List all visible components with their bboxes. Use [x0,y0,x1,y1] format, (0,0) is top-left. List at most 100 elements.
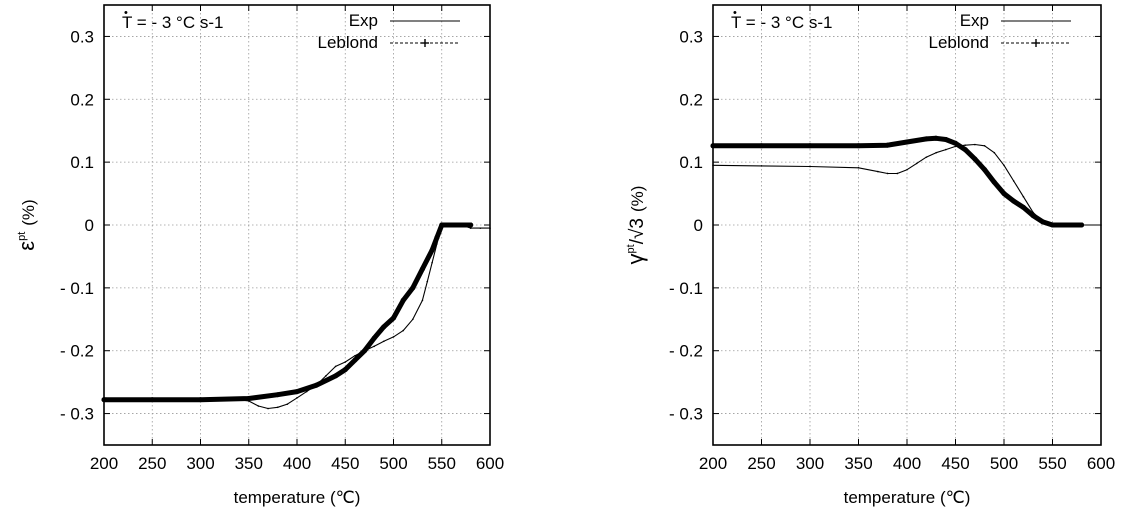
chart1-xtick-label: 600 [476,454,504,473]
chart2-series-exp-line [712,143,1101,226]
chart2-series-leblond-point [1040,219,1046,225]
chart2-series-exp-point [945,148,947,151]
chart2-series-exp-point [877,170,879,173]
chart2-series-leblond-point [991,179,997,185]
chart1-legend-label-exp: Exp [349,11,378,30]
chart2-tick-marks [712,5,1102,445]
chart1-series-leblond-point [294,389,300,395]
chart2-series-exp-point [857,167,860,169]
chart2-series-exp-point [896,172,899,175]
chart1-series-exp-point [412,318,414,321]
chart1-series-leblond-point [381,324,387,330]
chart2-series-exp-point [886,172,889,175]
chart2-ylabel-units: (%) [628,186,647,212]
chart2-series-leblond-point [1079,222,1085,228]
chart1-series-leblond-point [198,397,203,403]
chart1-series-leblond-point [391,315,396,321]
chart1-ylabel-symbol: ε [14,241,39,251]
chart1-series-exp-point [421,299,424,302]
chart2-series-leblond-point [1059,222,1065,228]
chart2-series-exp-point [964,144,966,146]
chart2-series-leblond-point [933,135,939,141]
chart1-ytick-label: 0.1 [70,153,94,172]
chart2-series-leblond-point [1069,222,1075,228]
chart2-xtick-label: 450 [941,454,969,473]
chart2-ylabel: γpt/√3 (%) [623,186,648,265]
chart2-xtick-label: 400 [893,454,921,473]
chart2-series-leblond-point [1020,204,1026,210]
chart2-ylabel-symbol: γ [623,253,648,264]
chart1-series-exp-point [431,261,433,264]
chart1-series-exp-point [325,375,327,377]
chart2-series-leblond-point [885,142,891,148]
chart2-series-exp-point [1003,164,1005,167]
chart1-series-leblond-point [400,297,406,303]
chart1-series-leblond-point [246,395,252,401]
chart1-series-leblond-point [410,285,416,291]
chart1-annotation-dot: • [124,7,128,19]
chart2-series-leblond-point [1001,191,1007,197]
chart1-ytick-label: - 0.2 [60,342,94,361]
chart1-xtick-label: 300 [186,454,214,473]
chart1-annotation: T = - 3 °C s-1 [122,13,223,32]
chart1-plot-frame [103,4,491,446]
chart2-series-exp-point [906,168,908,171]
chart2-series-exp-point [983,145,986,147]
chart1-xtick-label: 250 [138,454,166,473]
chart1-series-leblond-point [362,348,368,354]
chart2-series-leblond-point [1030,213,1036,219]
chart1-series-exp-point [334,365,337,368]
chart1-xtick-label: 550 [428,454,456,473]
chart1-series-exp-point [426,280,429,283]
chart1-ylabel-superscript: pt [16,232,28,241]
chart1-series-exp-point [354,354,356,357]
chart2-series-exp-point [935,151,937,154]
chart2-grid [713,5,1101,445]
chart1-series-exp-point [383,340,385,343]
chart2-annotation-dot: • [733,7,737,19]
chart1-series-leblond-point [439,222,445,228]
chart1-xtick-label: 400 [283,454,311,473]
chart2-series-leblond-point [856,143,861,149]
chart2-xlabel: temperature (℃) [844,488,971,507]
chart1-series-leblond-point [333,373,339,379]
chart2-series-exp-point [974,143,976,146]
chart1-xtick-label: 500 [379,454,407,473]
chart2-series-leblond-point [943,137,949,143]
chart1-legend-label-leblond: Leblond [317,33,378,52]
chart2-xtick-label: 350 [844,454,872,473]
chart1-grid [104,5,490,445]
chart1-series-leblond-point [429,247,435,253]
chart2-ytick-label: 0.3 [679,27,703,46]
chart1-xlabel: temperature (℃) [234,488,361,507]
chart1-series-leblond-point [342,367,348,373]
chart1-series-exp-point [479,227,482,229]
chart1-series-exp-point [257,405,260,407]
chart2-series-exp-point [1012,180,1015,182]
chart2-ytick-label: 0.1 [679,153,703,172]
chart2-ylabel-suffix: /√3 [627,218,648,244]
chart1-ytick-label: 0.2 [70,90,94,109]
chart1-ytick-label: 0 [85,216,94,235]
chart2-plot-frame [712,4,1102,446]
chart1-series-leblond-point [448,222,454,228]
chart1-series-leblond-point [468,222,474,228]
chart2-legend-label-leblond: Leblond [928,33,989,52]
chart2-series-leblond-point [1050,222,1055,228]
chart1-series-exp-point [392,336,395,338]
chart2-series-leblond-point [904,139,910,145]
chart1-series-leblond-point [419,266,425,272]
chart2-series-exp-point [925,156,928,158]
chart1-series-leblond-point [352,357,358,363]
chart2-series-exp-point [809,165,811,168]
chart2-ylabel-superscript: pt [625,244,637,253]
chart2-ytick-label: - 0.1 [669,279,703,298]
chart2-series-leblond-line [710,135,1085,228]
chart1-group: 200 250 300 350 400 450 500 550 600 0.3 0.2 0.1 0 - 0… [14,4,504,507]
chart1-ylabel: εpt (%) [14,199,39,250]
chart1-series-exp-point [276,406,279,409]
chart2-series-leblond-point [982,167,988,173]
chart2-ytick-label: - 0.2 [669,342,703,361]
chart1-xtick-label: 450 [331,454,359,473]
